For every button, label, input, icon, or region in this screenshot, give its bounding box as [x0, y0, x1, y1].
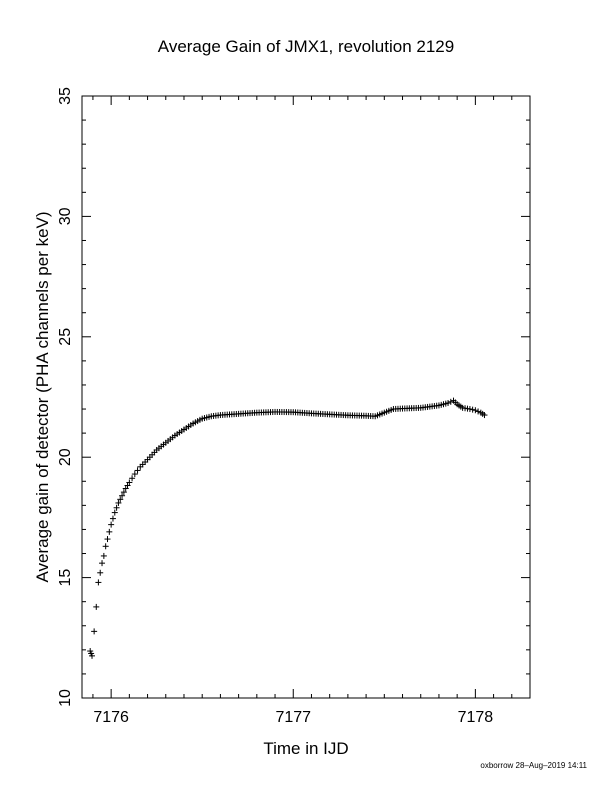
- data-point: [100, 552, 107, 559]
- data-point: [466, 406, 473, 413]
- data-point: [97, 569, 104, 576]
- y-tick-label: 10: [57, 689, 74, 707]
- data-point: [95, 579, 102, 586]
- x-tick-label: 7178: [458, 709, 494, 726]
- y-axis-label: Average gain of detector (PHA channels p…: [33, 211, 52, 582]
- footer-stamp: oxborrow 28–Aug–2019 14:11: [480, 761, 587, 770]
- data-point: [93, 603, 100, 610]
- y-tick-label: 25: [57, 328, 74, 346]
- data-point: [99, 560, 106, 567]
- chart-title: Average Gain of JMX1, revolution 2129: [158, 37, 454, 56]
- data-point: [124, 482, 131, 489]
- data-point: [447, 398, 454, 405]
- data-point: [469, 406, 476, 413]
- y-tick-label: 20: [57, 448, 74, 466]
- data-point: [122, 485, 129, 492]
- tick-labels: 10 15 20 25 30 35 7176 7177 7178: [57, 87, 493, 726]
- data-point: [475, 408, 482, 415]
- y-tick-label: 15: [57, 569, 74, 587]
- data-point: [119, 492, 126, 499]
- data-point: [104, 536, 111, 543]
- x-axis-label: Time in IJD: [263, 739, 348, 758]
- data-point: [445, 400, 452, 407]
- x-tick-label: 7176: [93, 709, 129, 726]
- plot-frame: [81, 95, 531, 699]
- x-tick-label: 7177: [275, 709, 311, 726]
- y-tick-label: 30: [57, 207, 74, 225]
- data-point: [115, 499, 122, 506]
- data-point: [109, 515, 116, 522]
- data-point: [108, 521, 115, 528]
- data-point: [126, 479, 133, 486]
- data-point: [120, 489, 127, 496]
- axis-ticks: [82, 95, 531, 699]
- data-point: [481, 412, 488, 419]
- data-point: [129, 475, 136, 482]
- data-point: [106, 528, 113, 535]
- data-point: [113, 504, 120, 511]
- data-point: [472, 407, 479, 414]
- data-point: [102, 543, 109, 550]
- data-point: [134, 467, 141, 474]
- data-point: [117, 496, 124, 503]
- data-point: [111, 509, 118, 516]
- data-point: [131, 471, 138, 478]
- y-tick-label: 35: [57, 87, 74, 105]
- data-point: [91, 628, 98, 635]
- data-point: [89, 652, 96, 659]
- data-points: [87, 397, 488, 659]
